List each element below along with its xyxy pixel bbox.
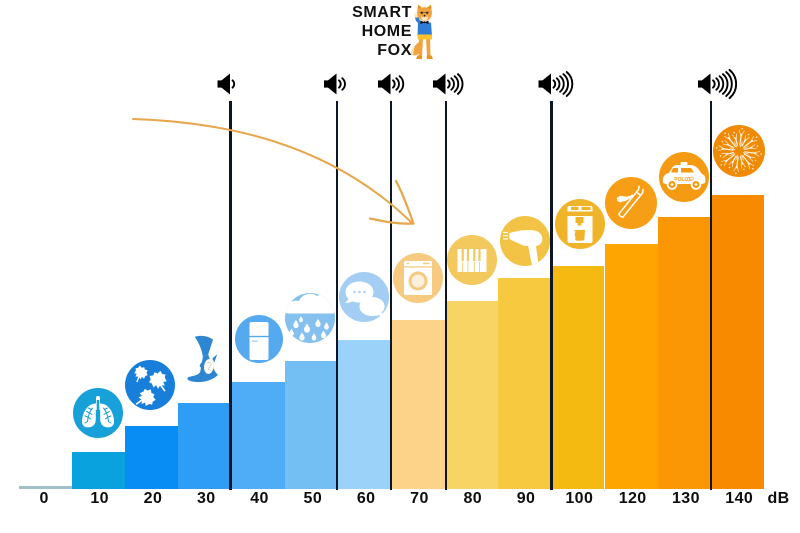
svg-text:POLIZEI: POLIZEI [674,177,694,183]
